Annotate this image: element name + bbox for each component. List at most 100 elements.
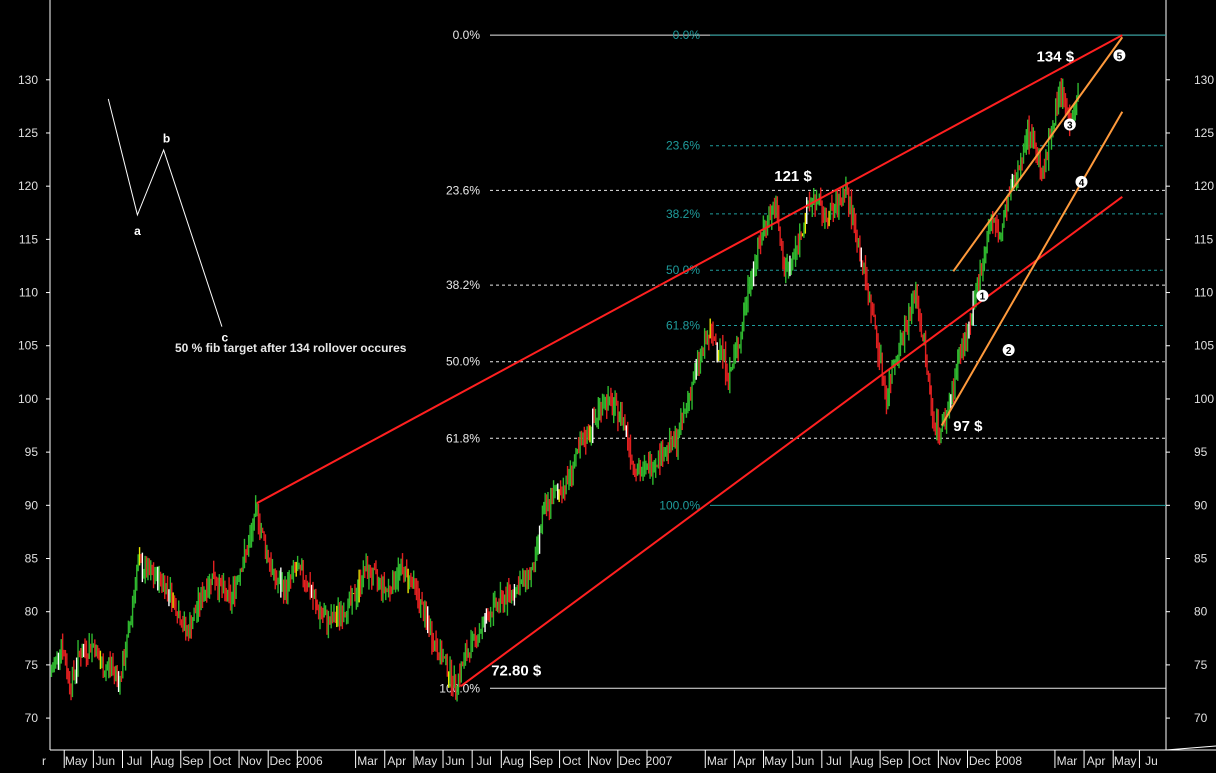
price-label: 97 $: [953, 418, 983, 435]
x-tick-label: 2006: [296, 754, 323, 768]
fib-left-label: 61.8%: [446, 431, 480, 445]
x-tick-label: Aug: [852, 754, 873, 768]
y-tick-label-right: 70: [1194, 711, 1208, 725]
y-tick-label-left: 70: [25, 711, 39, 725]
y-tick-label-right: 90: [1194, 498, 1208, 512]
x-tick-label: Jun: [795, 754, 814, 768]
trend-lines: [256, 34, 1124, 687]
y-tick-label-left: 120: [18, 179, 38, 193]
x-tick-label: May: [415, 754, 438, 768]
y-tick-label-left: 125: [18, 126, 38, 140]
fib-right-label: 100.0%: [659, 498, 700, 512]
chart-frame: [49, 0, 1216, 751]
abc-label-a: a: [134, 224, 141, 238]
y-tick-label-right: 125: [1194, 126, 1214, 140]
price-label: 134 $: [1037, 49, 1075, 66]
y-tick-label-left: 90: [25, 498, 39, 512]
fib-right-label: 38.2%: [666, 207, 700, 221]
x-tick-label: 2007: [646, 754, 673, 768]
x-axis-band: [0, 751, 1216, 768]
y-tick-label-right: 105: [1194, 339, 1214, 353]
x-tick-label-partial: r: [42, 754, 46, 768]
x-tick-label: Dec: [969, 754, 990, 768]
fib-target-note: 50 % fib target after 134 rollover occur…: [175, 341, 407, 355]
y-tick-label-right: 130: [1194, 73, 1214, 87]
y-axis-left: 70 75 80 85 90 95 100 105 110 115 120 125 130: [18, 73, 50, 725]
x-tick-label: Apr: [737, 754, 756, 768]
y-tick-label-left: 80: [25, 605, 39, 619]
x-tick-label: Oct: [562, 754, 581, 768]
x-tick-label: May: [764, 754, 787, 768]
wave-count-circle: [1113, 49, 1126, 62]
y-tick-label-right: 75: [1194, 658, 1208, 672]
x-tick-label: Oct: [912, 754, 931, 768]
wave-count-circle: [1063, 118, 1076, 131]
x-tick-label: May: [1114, 754, 1137, 768]
x-tick-label: Sep: [881, 754, 903, 768]
x-tick-label: Jul: [127, 754, 142, 768]
x-tick-label: Nov: [590, 754, 611, 768]
abc-label-b: b: [163, 132, 170, 146]
x-tick-label: Oct: [213, 754, 232, 768]
fib-lines: 0.0% 23.6% 38.2% 50.0% 61.8% 100.0% 0.0% 23.6% 3…: [439, 28, 1166, 695]
x-tick-label: Mar: [1057, 754, 1078, 768]
abc-correction-sketch: a b c50 % fib target after 134 rollover oc…: [107, 98, 407, 355]
x-axis: May Jun Jul Aug Sep Oct Nov Dec 2006 Mar Apr May Jun…: [0, 750, 1216, 768]
price-label: 121 $: [774, 168, 812, 185]
y-tick-label-right: 100: [1194, 392, 1214, 406]
fib-left-label: 38.2%: [446, 278, 480, 292]
y-axis-right: 70 75 80 85 90 95 100 105 110 115 120 125 130: [1166, 73, 1214, 725]
x-tick-label: Dec: [270, 754, 291, 768]
y-tick-label-right: 95: [1194, 445, 1208, 459]
x-tick-label: Nov: [940, 754, 961, 768]
wave-count-label: 1: [980, 292, 986, 303]
y-tick-label-left: 110: [19, 286, 38, 300]
fib-right-label: 0.0%: [673, 28, 701, 42]
fib-left-label: 50.0%: [446, 355, 480, 369]
corner-tick: [1165, 745, 1216, 751]
y-tick-label-left: 100: [18, 392, 38, 406]
y-tick-label-left: 75: [25, 658, 39, 672]
x-tick-label: Nov: [240, 754, 261, 768]
x-tick-label: Aug: [503, 754, 524, 768]
y-tick-label-right: 110: [1194, 286, 1213, 300]
y-tick-label-right: 115: [1194, 232, 1213, 246]
trend-line-inner-lower: [940, 111, 1124, 427]
x-tick-label: May: [65, 754, 88, 768]
y-tick-label-left: 115: [19, 232, 38, 246]
y-tick-label-right: 80: [1194, 605, 1208, 619]
annotations: 134 $ 121 $ 97 $ 72.80 $ 1 2 3 4 5: [491, 49, 1126, 680]
x-tick-label: Ju: [1145, 754, 1158, 768]
y-tick-label-left: 85: [25, 552, 39, 566]
y-tick-label-right: 85: [1194, 552, 1208, 566]
x-tick-label: Apr: [387, 754, 406, 768]
trend-line-upper-channel: [256, 34, 1123, 505]
wave-count-label: 4: [1079, 178, 1085, 189]
fib-left-label: 23.6%: [446, 183, 480, 197]
trend-line-inner-upper: [952, 36, 1124, 272]
x-tick-label: Jul: [826, 754, 841, 768]
fib-right-label: 61.8%: [666, 319, 700, 333]
wave-count-circle: [1075, 175, 1088, 188]
abc-wave-line: [107, 98, 223, 327]
price-label: 72.80 $: [491, 663, 542, 680]
x-tick-label: 2008: [995, 754, 1022, 768]
wave-count-circle: [1002, 344, 1015, 356]
x-tick-label: Sep: [182, 754, 204, 768]
x-tick-label: Jul: [476, 754, 491, 768]
trend-line-lower-channel: [460, 196, 1123, 687]
fib-right-label: 50.0%: [666, 263, 700, 277]
wave-count-circle: [976, 289, 989, 302]
wave-count-label: 3: [1067, 120, 1073, 131]
x-tick-label: Dec: [619, 754, 640, 768]
x-tick-label: Jun: [445, 754, 464, 768]
x-tick-label: Aug: [153, 754, 174, 768]
fib-right-label: 23.6%: [666, 139, 700, 153]
fib-left-label: 0.0%: [453, 28, 481, 42]
y-tick-label-left: 105: [18, 339, 38, 353]
abc-label-c: c: [221, 330, 228, 344]
y-tick-label-left: 95: [25, 445, 39, 459]
x-tick-label: Mar: [707, 754, 728, 768]
